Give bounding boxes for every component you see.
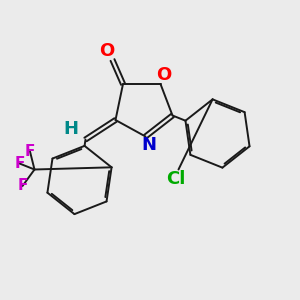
Text: H: H [63, 120, 78, 138]
Text: Cl: Cl [166, 169, 185, 188]
Text: N: N [141, 136, 156, 154]
Text: F: F [17, 178, 28, 194]
Text: F: F [14, 156, 25, 171]
Text: O: O [156, 66, 171, 84]
Text: O: O [99, 42, 114, 60]
Text: F: F [25, 144, 35, 159]
